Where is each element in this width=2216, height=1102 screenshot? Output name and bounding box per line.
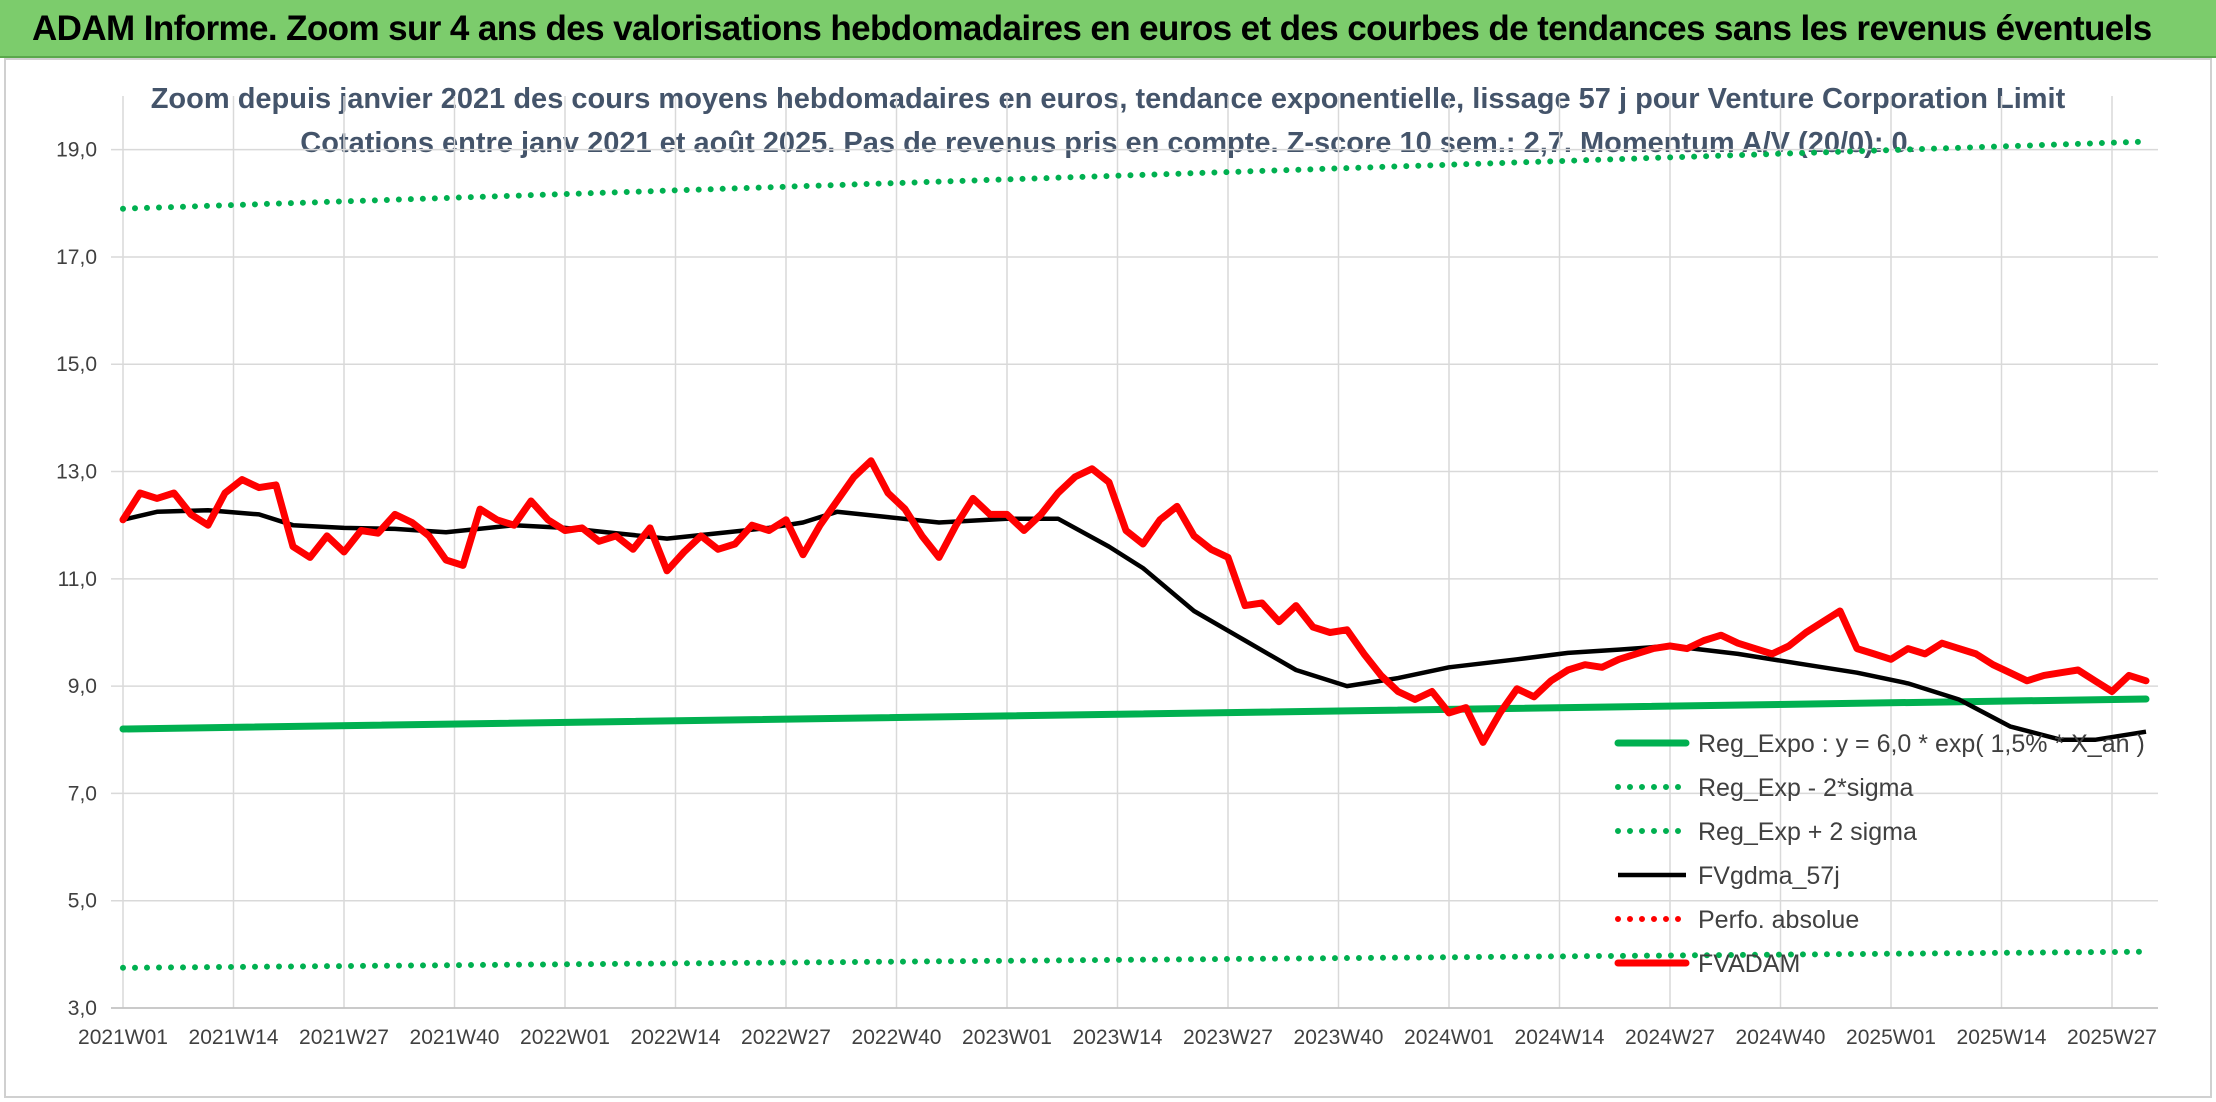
y-tick-label: 9,0 <box>68 675 97 698</box>
x-tick-label: 2021W01 <box>78 1026 168 1049</box>
chart-area: Zoom depuis janvier 2021 des cours moyen… <box>4 58 2212 1098</box>
y-tick-label: 13,0 <box>56 461 97 484</box>
report-banner: ADAM Informe. Zoom sur 4 ans des valoris… <box>0 0 2216 58</box>
legend-label: FVgdma_57j <box>1698 862 1840 890</box>
x-tick-label: 2023W27 <box>1183 1026 1273 1049</box>
x-tick-label: 2024W01 <box>1404 1026 1494 1049</box>
series-line-regexp-2 <box>120 138 2149 212</box>
legend-label: Reg_Exp + 2 sigma <box>1698 818 1917 846</box>
x-tick-label: 2022W27 <box>741 1026 831 1049</box>
x-tick-label: 2025W27 <box>2067 1026 2157 1049</box>
axes: 3,0 5,0 7,0 9,0 11,0 13,0 15,0 17,0 19,0 2021W01 2… <box>56 139 2158 1049</box>
legend-label: Perfo. absolue <box>1698 906 1859 934</box>
legend-label: FVADAM <box>1698 950 1800 978</box>
series-line-fvgdma57j-3 <box>122 507 2147 743</box>
chart-subtitle: Cotations entre janv 2021 et août 2025. … <box>300 127 1915 159</box>
x-tick-label: 2023W01 <box>962 1026 1052 1049</box>
x-tick-label: 2021W27 <box>299 1026 389 1049</box>
legend-label: Reg_Exp - 2*sigma <box>1698 774 1913 802</box>
y-tick-label: 19,0 <box>56 139 97 162</box>
x-tick-label: 2024W27 <box>1625 1026 1715 1049</box>
x-tick-label: 2021W14 <box>189 1026 279 1049</box>
y-tick-label: 3,0 <box>68 997 97 1020</box>
y-tick-label: 7,0 <box>68 782 97 805</box>
y-tick-label: 17,0 <box>56 246 97 269</box>
x-tick-label: 2022W01 <box>520 1026 610 1049</box>
line-chart: Zoom depuis janvier 2021 des cours moyen… <box>56 83 2158 1049</box>
x-tick-label: 2024W14 <box>1515 1026 1605 1049</box>
report-title: ADAM Informe. Zoom sur 4 ans des valoris… <box>32 9 2152 48</box>
chart-title: Zoom depuis janvier 2021 des cours moyen… <box>151 83 2066 115</box>
x-tick-label: 2023W40 <box>1294 1026 1384 1049</box>
x-tick-label: 2025W14 <box>1957 1026 2047 1049</box>
x-tick-label: 2022W40 <box>852 1026 942 1049</box>
x-tick-label: 2024W40 <box>1736 1026 1826 1049</box>
legend-label: Reg_Expo : y = 6,0 * exp( 1,5% * X_an ) <box>1698 730 2145 758</box>
series-line-fvadam-5 <box>119 457 2150 746</box>
y-tick-label: 11,0 <box>58 568 97 591</box>
x-tick-label: 2021W40 <box>410 1026 500 1049</box>
y-tick-label: 15,0 <box>56 353 97 376</box>
legend: Reg_Expo : y = 6,0 * exp( 1,5% * X_an ) R… <box>1614 730 2145 978</box>
y-tick-label: 5,0 <box>68 890 97 913</box>
series-line-regexpo-0 <box>119 695 2150 733</box>
grid <box>111 96 2158 1009</box>
x-tick-label: 2023W14 <box>1073 1026 1163 1049</box>
series <box>119 138 2150 971</box>
x-tick-label: 2022W14 <box>631 1026 721 1049</box>
series-line-regexp-1 <box>120 948 2149 971</box>
x-tick-label: 2025W01 <box>1846 1026 1936 1049</box>
